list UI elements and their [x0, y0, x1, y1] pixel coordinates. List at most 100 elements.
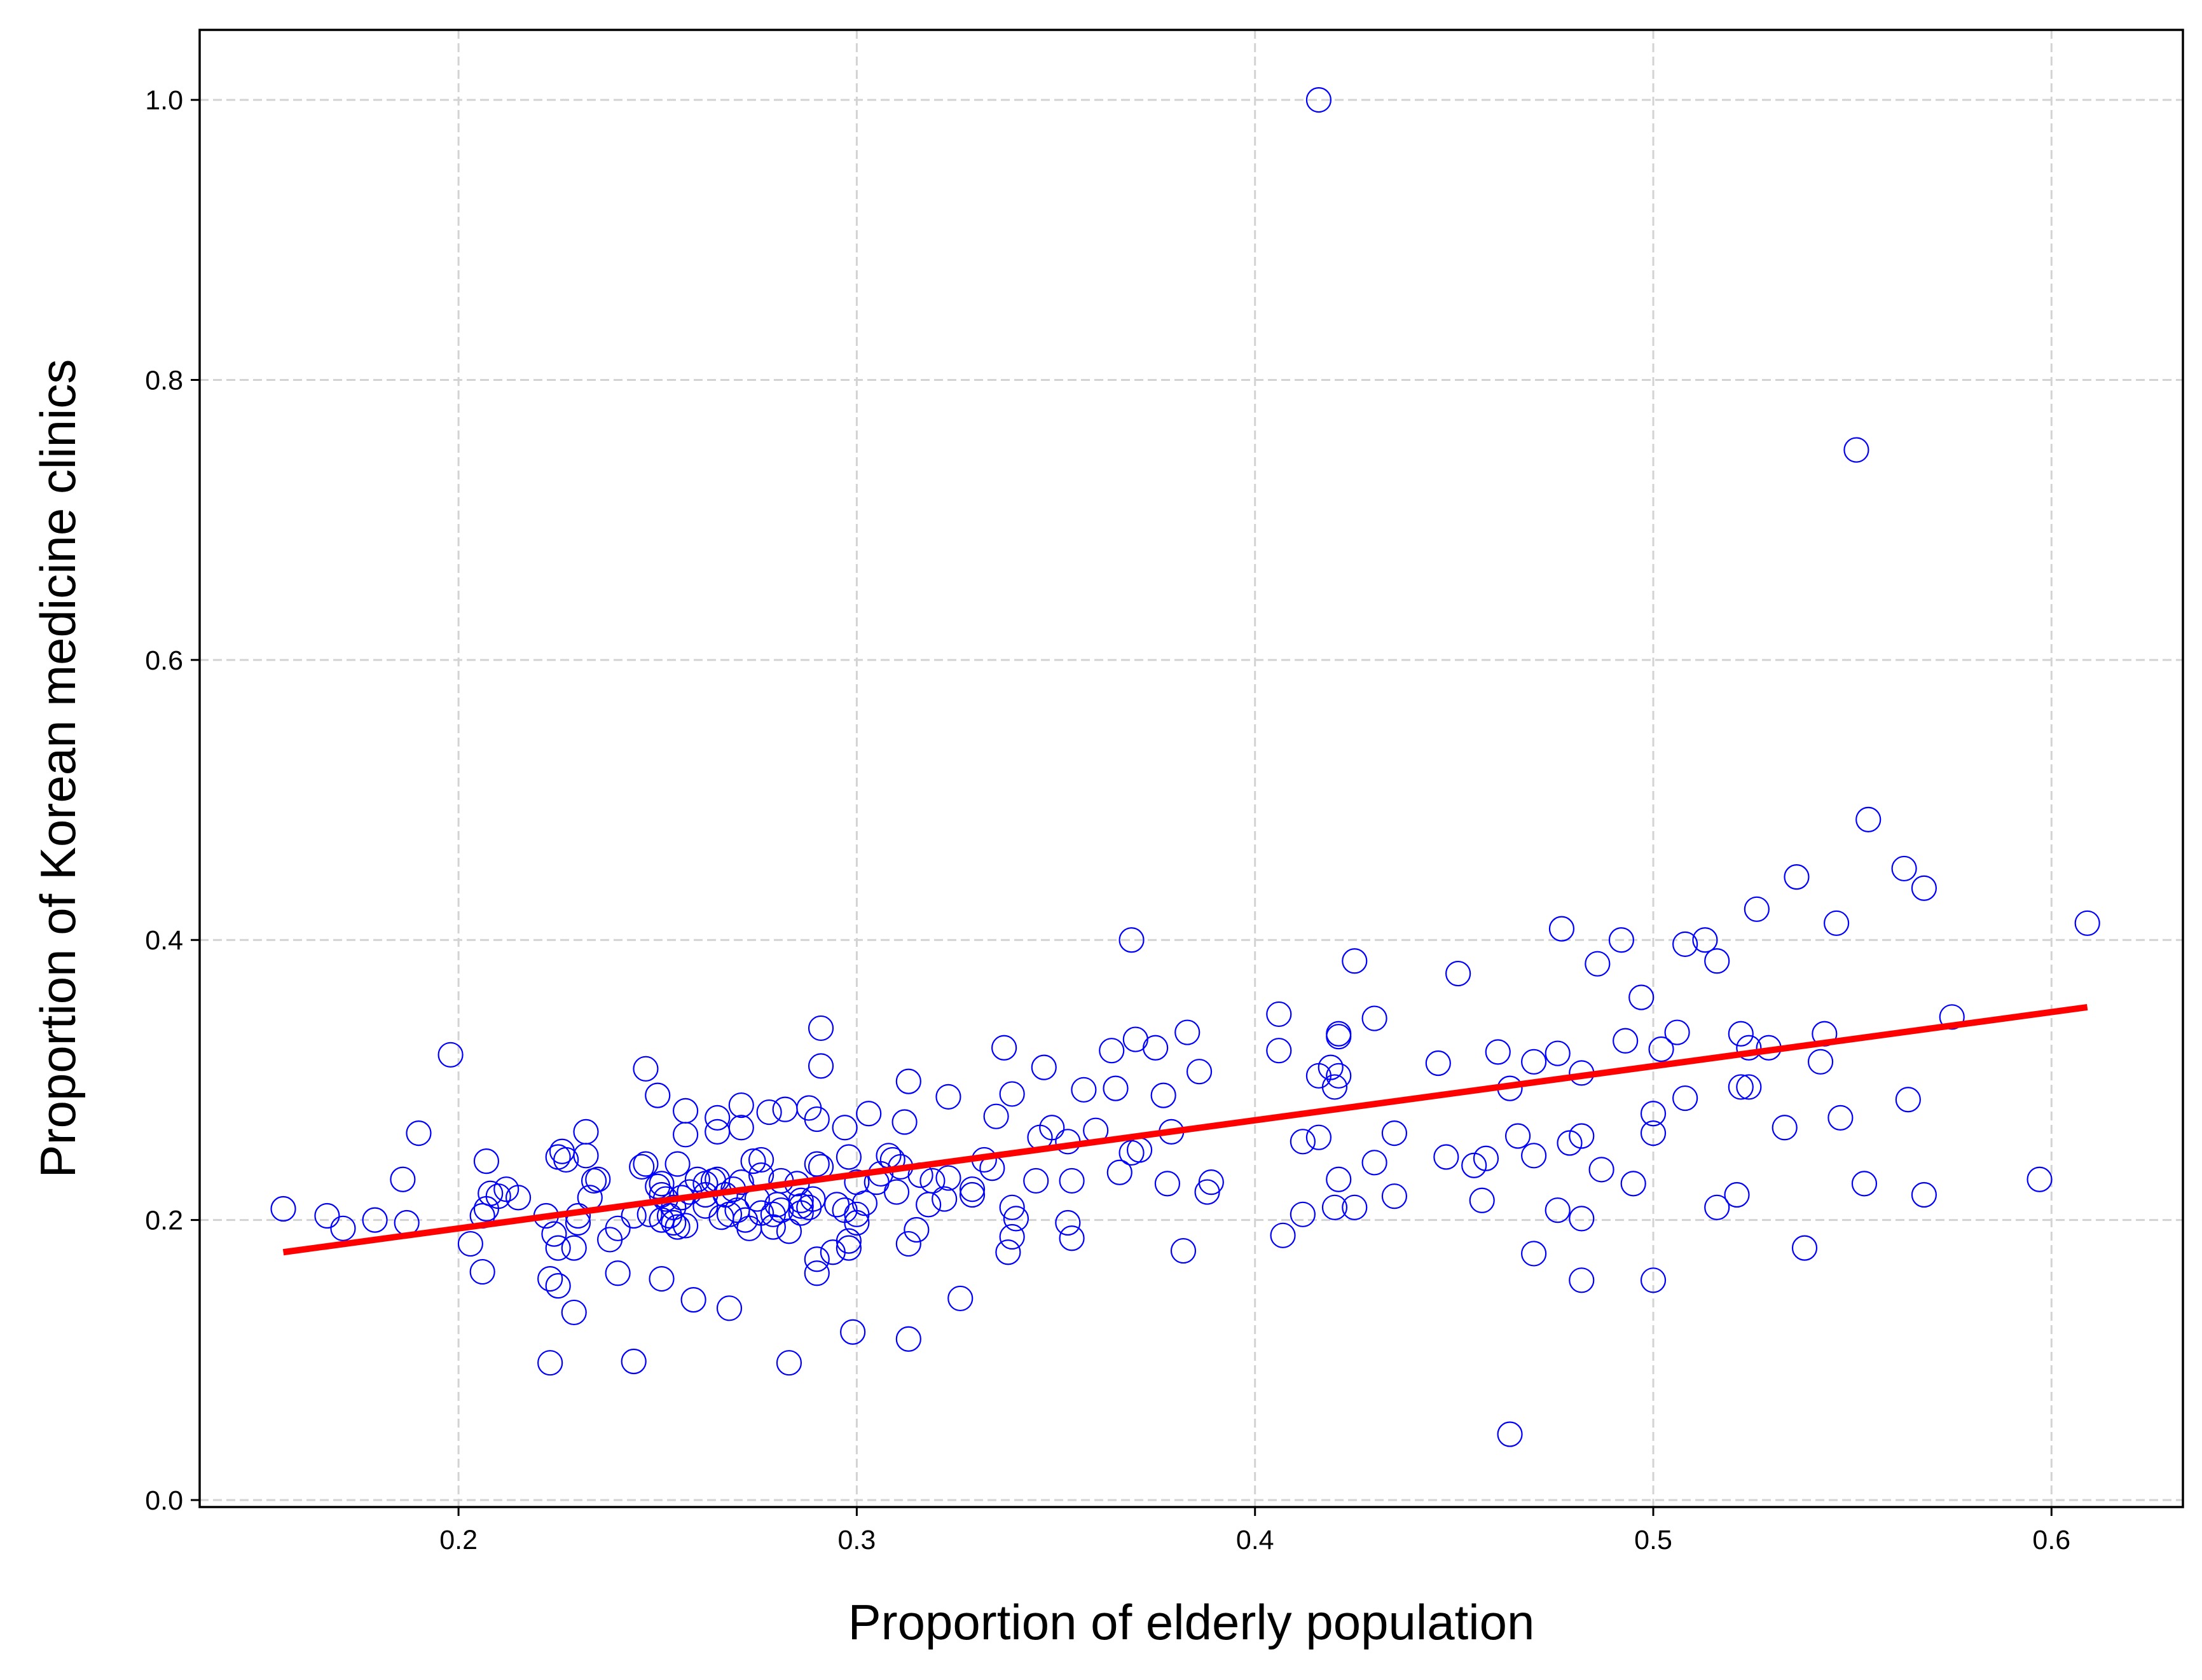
- data-point: [390, 1166, 416, 1192]
- x-tick-label: 0.3: [838, 1525, 876, 1555]
- data-point: [891, 1109, 918, 1135]
- y-tick-label: 1.0: [145, 85, 183, 116]
- data-point: [1106, 1159, 1132, 1185]
- data-point: [796, 1194, 822, 1220]
- data-point: [1485, 1039, 1511, 1065]
- y-tick-label: 0.4: [145, 925, 183, 956]
- data-point: [1290, 1129, 1316, 1155]
- data-point: [836, 1235, 862, 1261]
- data-point: [1473, 1145, 1499, 1171]
- data-point: [1361, 1150, 1387, 1176]
- data-point: [1640, 1267, 1667, 1293]
- data-point: [1824, 910, 1850, 936]
- data-point: [672, 1098, 699, 1124]
- plot-frame: [198, 29, 2184, 1508]
- data-point: [760, 1214, 786, 1240]
- data-point: [904, 1216, 930, 1243]
- data-point: [808, 1015, 834, 1042]
- data-point: [1521, 1143, 1547, 1169]
- y-tick-label: 0.8: [145, 365, 183, 396]
- data-point: [1548, 916, 1575, 942]
- data-point: [788, 1193, 814, 1219]
- data-point: [716, 1201, 743, 1227]
- data-point: [796, 1095, 822, 1121]
- data-point: [573, 1143, 599, 1169]
- data-point: [573, 1119, 599, 1145]
- data-point: [999, 1194, 1025, 1220]
- data-point: [649, 1171, 675, 1197]
- data-point: [1728, 1021, 1754, 1047]
- data-point: [1827, 1105, 1854, 1131]
- data-point: [1545, 1197, 1571, 1223]
- data-point: [959, 1181, 986, 1208]
- data-point: [1381, 1183, 1408, 1209]
- data-point: [633, 1151, 659, 1177]
- regression-line: [282, 1003, 2088, 1256]
- data-point: [772, 1096, 798, 1122]
- data-point: [1648, 1036, 1674, 1063]
- data-point: [1055, 1209, 1081, 1236]
- data-point: [1342, 948, 1368, 974]
- x-axis-title: Proportion of elderly population: [848, 1594, 1535, 1650]
- data-point: [537, 1265, 563, 1292]
- data-point: [314, 1202, 340, 1229]
- data-point: [493, 1176, 520, 1202]
- data-point: [716, 1295, 743, 1321]
- data-point: [1305, 1124, 1332, 1150]
- data-point: [1704, 1194, 1730, 1220]
- data-point: [561, 1235, 587, 1261]
- data-point: [808, 1053, 834, 1079]
- data-point: [1843, 437, 1869, 463]
- data-point: [935, 1084, 961, 1110]
- axis-ticks: 0.2 0.3 0.4 0.5 0.6 0.0 0.2 0.4 0.6 0.8 1.0: [145, 85, 2070, 1555]
- data-point: [1326, 1021, 1352, 1047]
- data-point: [537, 1350, 563, 1376]
- data-point: [1445, 960, 1471, 987]
- data-point: [1150, 1082, 1176, 1108]
- data-point: [541, 1221, 567, 1247]
- data-point: [1724, 1181, 1750, 1208]
- data-point: [1118, 927, 1145, 953]
- data-point: [1807, 1049, 1834, 1075]
- data-point: [804, 1106, 830, 1133]
- data-point: [473, 1148, 500, 1174]
- data-point: [823, 1192, 850, 1218]
- y-tick-label: 0.6: [145, 645, 183, 676]
- data-point: [1672, 1085, 1698, 1112]
- data-point: [1620, 1171, 1646, 1197]
- data-point: [1736, 1074, 1762, 1100]
- data-point: [1059, 1167, 1085, 1194]
- data-point: [1326, 1166, 1352, 1192]
- data-point: [1099, 1038, 1125, 1064]
- data-point: [1521, 1049, 1547, 1075]
- data-point: [1326, 1063, 1352, 1089]
- data-point: [485, 1183, 511, 1209]
- data-point: [1784, 864, 1810, 890]
- x-tick-label: 0.2: [439, 1525, 478, 1555]
- data-point: [684, 1166, 710, 1192]
- x-tick-label: 0.6: [2032, 1525, 2070, 1555]
- data-point: [788, 1200, 814, 1226]
- data-point: [1118, 1140, 1145, 1166]
- data-point: [585, 1166, 611, 1192]
- data-point: [1672, 931, 1698, 957]
- data-point: [728, 1092, 754, 1119]
- data-point: [1545, 1040, 1571, 1066]
- data-point: [1521, 1241, 1547, 1267]
- data-point: [633, 1056, 659, 1082]
- data-point: [1608, 927, 1635, 953]
- data-point: [832, 1115, 858, 1141]
- data-point: [1103, 1075, 1129, 1101]
- data-point: [788, 1187, 814, 1213]
- data-point: [1290, 1201, 1316, 1227]
- data-point: [330, 1215, 356, 1241]
- data-point: [1855, 806, 1882, 832]
- data-point: [1194, 1179, 1220, 1205]
- data-point: [1469, 1187, 1495, 1213]
- data-point: [1266, 1001, 1292, 1028]
- data-point: [776, 1350, 802, 1376]
- data-point: [1433, 1144, 1459, 1170]
- data-point: [1585, 951, 1611, 977]
- data-point: [983, 1103, 1009, 1129]
- data-point: [596, 1227, 623, 1253]
